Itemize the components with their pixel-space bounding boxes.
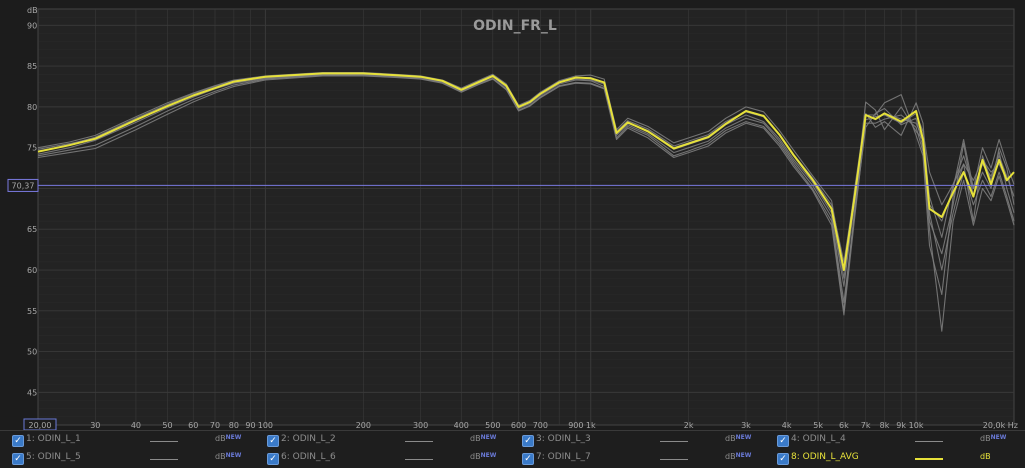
legend-line-swatch xyxy=(405,459,433,460)
legend-item[interactable]: ✓ 5: ODIN_L_5 dBNEW xyxy=(0,450,250,468)
x-tick-label: 90 xyxy=(245,421,255,430)
legend-checkbox[interactable]: ✓ xyxy=(777,453,789,465)
legend-item[interactable]: ✓ 3: ODIN_L_3 dBNEW xyxy=(510,432,760,450)
legend-unit: dB xyxy=(980,452,991,461)
x-tick-label: 7k xyxy=(861,421,871,430)
legend-series-name: 2: ODIN_L_2 xyxy=(281,434,336,444)
x-tick-label: 1k xyxy=(586,421,596,430)
x-tick-label: 9k xyxy=(896,421,906,430)
legend-line-swatch xyxy=(660,441,688,442)
legend-line-swatch xyxy=(405,441,433,442)
y-tick-label: 90 xyxy=(27,21,37,30)
legend-item[interactable]: ✓ 7: ODIN_L_7 dBNEW xyxy=(510,450,760,468)
legend-series-name: 6: ODIN_L_6 xyxy=(281,452,336,462)
x-tick-label: 900 xyxy=(568,421,583,430)
legend-new-tag: NEW xyxy=(225,452,242,459)
legend-new-tag: NEW xyxy=(990,434,1007,441)
x-tick-label: 10k xyxy=(909,421,924,430)
legend-series-name: 5: ODIN_L_5 xyxy=(26,452,81,462)
x-start-label: 20,00 xyxy=(29,421,52,430)
x-start-box[interactable] xyxy=(23,418,57,430)
x-tick-label: 5k xyxy=(813,421,823,430)
legend-series-name: 8: ODIN_L_AVG xyxy=(791,452,859,462)
chart-title: ODIN_FR_L xyxy=(473,18,557,34)
legend-item[interactable]: ✓ 6: ODIN_L_6 dBNEW xyxy=(255,450,505,468)
x-tick-label: 80 xyxy=(229,421,239,430)
x-tick-label: 40 xyxy=(131,421,141,430)
x-tick-label: 400 xyxy=(454,421,469,430)
x-tick-label: 700 xyxy=(533,421,548,430)
x-tick-label: 3k xyxy=(741,421,751,430)
y-tick-label: 50 xyxy=(27,348,37,357)
series-line-odin-l-avg xyxy=(37,72,1015,271)
legend-checkbox[interactable]: ✓ xyxy=(267,453,279,465)
legend-unit: dBNEW xyxy=(725,434,752,443)
legend-new-tag: NEW xyxy=(480,452,497,459)
legend-new-tag: NEW xyxy=(735,452,752,459)
legend-unit: dBNEW xyxy=(215,434,242,443)
plot-area xyxy=(37,8,1015,426)
x-tick-label: 8k xyxy=(880,421,890,430)
legend-series-name: 3: ODIN_L_3 xyxy=(536,434,591,444)
y-tick-label: 55 xyxy=(27,307,37,316)
legend-unit: dBNEW xyxy=(980,434,1007,443)
legend-new-tag: NEW xyxy=(735,434,752,441)
x-tick-label: 300 xyxy=(413,421,428,430)
x-tick-label: 500 xyxy=(485,421,500,430)
legend-item[interactable]: ✓ 2: ODIN_L_2 dBNEW xyxy=(255,432,505,450)
legend-panel: ✓ 1: ODIN_L_1 dBNEW ✓ 2: ODIN_L_2 dBNEW ✓ 3: OD… xyxy=(0,430,1025,468)
legend-unit: dBNEW xyxy=(470,452,497,461)
y-tick-label: 45 xyxy=(27,388,37,397)
x-tick-label: 70 xyxy=(210,421,220,430)
legend-unit: dBNEW xyxy=(725,452,752,461)
y-tick-label: 65 xyxy=(27,225,37,234)
legend-series-name: 1: ODIN_L_1 xyxy=(26,434,81,444)
series-line-odin-l-7 xyxy=(37,75,1015,332)
legend-item[interactable]: ✓ 4: ODIN_L_4 dBNEW xyxy=(765,432,1015,450)
cursor-value-label: 70,37 xyxy=(12,181,35,190)
legend-row-1: ✓ 1: ODIN_L_1 dBNEW ✓ 2: ODIN_L_2 dBNEW ✓ 3: OD… xyxy=(0,432,1025,450)
legend-checkbox[interactable]: ✓ xyxy=(12,453,24,465)
y-tick-label: 60 xyxy=(27,266,37,275)
legend-checkbox[interactable]: ✓ xyxy=(522,435,534,447)
legend-checkbox[interactable]: ✓ xyxy=(267,435,279,447)
legend-new-tag: NEW xyxy=(225,434,242,441)
legend-item[interactable]: ✓ 8: ODIN_L_AVG dB xyxy=(765,450,1015,468)
legend-line-swatch xyxy=(660,459,688,460)
x-tick-label: 60 xyxy=(188,421,198,430)
legend-checkbox[interactable]: ✓ xyxy=(12,435,24,447)
legend-line-swatch xyxy=(915,441,943,442)
legend-line-swatch xyxy=(150,441,178,442)
legend-unit: dBNEW xyxy=(215,452,242,461)
x-tick-label: 600 xyxy=(511,421,526,430)
x-tick-label: 4k xyxy=(782,421,792,430)
legend-line-swatch xyxy=(915,458,943,460)
legend-row-2: ✓ 5: ODIN_L_5 dBNEW ✓ 6: ODIN_L_6 dBNEW ✓ 7: OD… xyxy=(0,450,1025,468)
x-tick-label: 2k xyxy=(684,421,694,430)
legend-series-name: 7: ODIN_L_7 xyxy=(536,452,591,462)
y-tick-label: 85 xyxy=(27,62,37,71)
cursor-value-box[interactable] xyxy=(7,178,39,192)
legend-series-name: 4: ODIN_L_4 xyxy=(791,434,846,444)
legend-new-tag: NEW xyxy=(480,434,497,441)
legend-checkbox[interactable]: ✓ xyxy=(522,453,534,465)
x-tick-label: 30 xyxy=(90,421,100,430)
legend-line-swatch xyxy=(150,459,178,460)
x-tick-label: 50 xyxy=(162,421,172,430)
x-tick-label: 6k xyxy=(839,421,849,430)
x-tick-label: 100 xyxy=(258,421,273,430)
x-tick-label: 20,0k Hz xyxy=(983,421,1018,430)
y-tick-label: 80 xyxy=(27,103,37,112)
legend-checkbox[interactable]: ✓ xyxy=(777,435,789,447)
legend-item[interactable]: ✓ 1: ODIN_L_1 dBNEW xyxy=(0,432,250,450)
x-tick-label: 200 xyxy=(356,421,371,430)
y-tick-label: 75 xyxy=(27,144,37,153)
y-axis-label: dB xyxy=(27,6,38,15)
legend-unit: dBNEW xyxy=(470,434,497,443)
